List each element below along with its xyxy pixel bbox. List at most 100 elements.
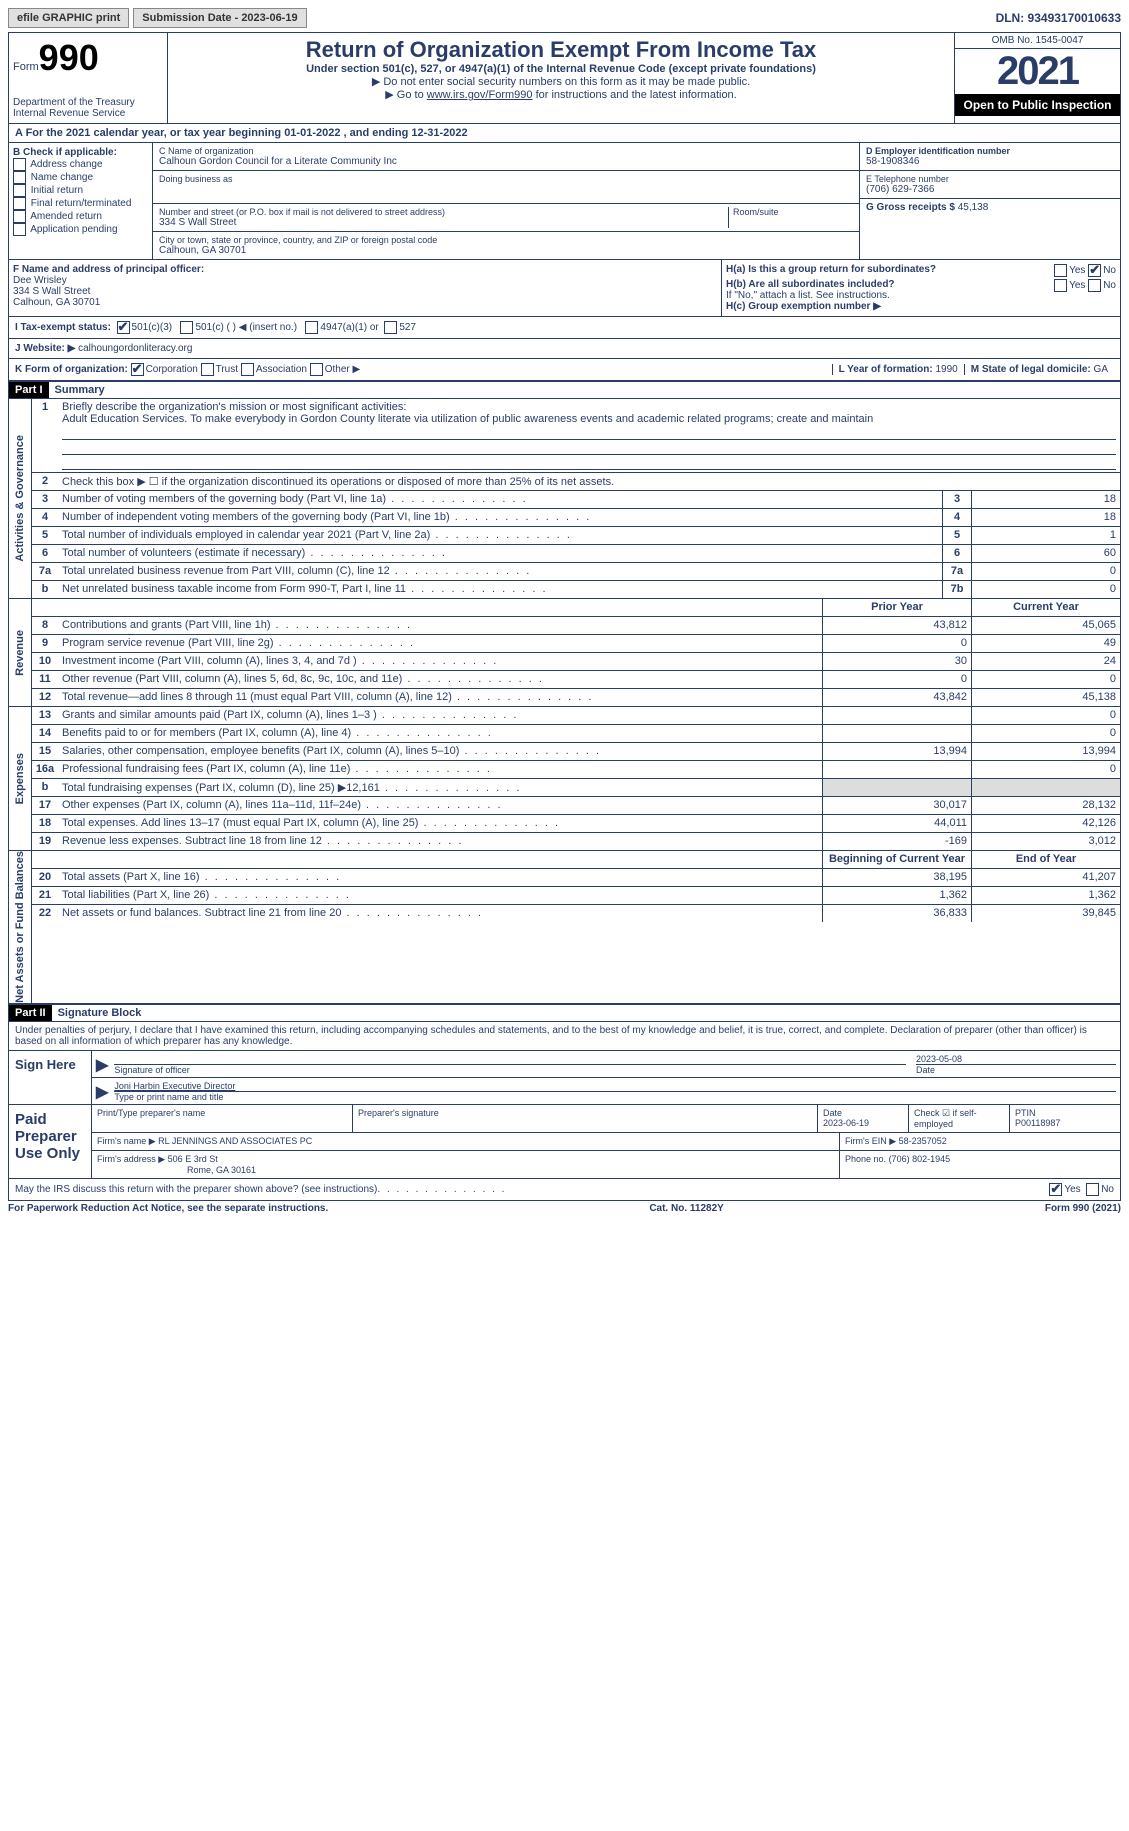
tax-year: 2021 bbox=[955, 49, 1120, 94]
checkbox-initial-return[interactable] bbox=[13, 184, 26, 197]
room-label: Room/suite bbox=[733, 207, 853, 217]
table-row: 20Total assets (Part X, line 16)38,19541… bbox=[32, 868, 1120, 886]
gross-label: G Gross receipts $ bbox=[866, 202, 955, 213]
cb-trust[interactable] bbox=[201, 363, 214, 376]
part2-title: Signature Block bbox=[52, 1005, 148, 1021]
subtitle-1: Under section 501(c), 527, or 4947(a)(1)… bbox=[172, 63, 950, 75]
hb-no[interactable] bbox=[1088, 279, 1101, 292]
cb-527[interactable] bbox=[384, 321, 397, 334]
section-a: A For the 2021 calendar year, or tax yea… bbox=[9, 124, 1120, 142]
sig-officer-label: Signature of officer bbox=[114, 1065, 189, 1075]
submission-date-button[interactable]: Submission Date - 2023-06-19 bbox=[133, 8, 306, 28]
firm-name: RL JENNINGS AND ASSOCIATES PC bbox=[158, 1136, 312, 1146]
hc-label: H(c) Group exemption number ▶ bbox=[726, 301, 881, 312]
cb-corp[interactable] bbox=[131, 363, 144, 376]
street-label: Number and street (or P.O. box if mail i… bbox=[159, 207, 728, 217]
irs-link[interactable]: www.irs.gov/Form990 bbox=[427, 89, 533, 101]
checkbox-amended[interactable] bbox=[13, 210, 26, 223]
part1-header: Part I bbox=[9, 382, 49, 398]
ha-no[interactable] bbox=[1088, 264, 1101, 277]
ha-yes[interactable] bbox=[1054, 264, 1067, 277]
cb-other[interactable] bbox=[310, 363, 323, 376]
table-row: 8Contributions and grants (Part VIII, li… bbox=[32, 616, 1120, 634]
city-label: City or town, state or province, country… bbox=[159, 235, 853, 245]
vlabel-governance: Activities & Governance bbox=[14, 435, 26, 562]
prep-date: 2023-06-19 bbox=[823, 1118, 869, 1128]
ein-value: 58-1908346 bbox=[866, 156, 1114, 167]
line1-label: Briefly describe the organization's miss… bbox=[62, 401, 406, 413]
ptin: P00118987 bbox=[1015, 1118, 1060, 1128]
street-value: 334 S Wall Street bbox=[159, 217, 728, 228]
table-row: 10Investment income (Part VIII, column (… bbox=[32, 652, 1120, 670]
table-row: 5Total number of individuals employed in… bbox=[32, 526, 1120, 544]
efile-print-button[interactable]: efile GRAPHIC print bbox=[8, 8, 129, 28]
checkbox-final-return[interactable] bbox=[13, 197, 26, 210]
table-row: 4Number of independent voting members of… bbox=[32, 508, 1120, 526]
part2-header: Part II bbox=[9, 1005, 52, 1021]
hb-label: H(b) Are all subordinates included? bbox=[726, 279, 895, 290]
line2: Check this box ▶ ☐ if the organization d… bbox=[58, 473, 1120, 490]
table-row: 18Total expenses. Add lines 13–17 (must … bbox=[32, 814, 1120, 832]
table-row: 12Total revenue—add lines 8 through 11 (… bbox=[32, 688, 1120, 706]
paid-preparer: Paid Preparer Use Only bbox=[9, 1105, 92, 1178]
firm-addr: 506 E 3rd St bbox=[168, 1154, 218, 1164]
footer-left: For Paperwork Reduction Act Notice, see … bbox=[8, 1203, 328, 1214]
org-name-label: C Name of organization bbox=[159, 146, 853, 156]
table-row: 6Total number of volunteers (estimate if… bbox=[32, 544, 1120, 562]
col-end: End of Year bbox=[971, 851, 1120, 868]
cb-4947[interactable] bbox=[305, 321, 318, 334]
table-row: bNet unrelated business taxable income f… bbox=[32, 580, 1120, 598]
form-title: Return of Organization Exempt From Incom… bbox=[172, 37, 950, 63]
ein-label: D Employer identification number bbox=[866, 146, 1114, 156]
line1-text: Adult Education Services. To make everyb… bbox=[62, 413, 873, 425]
typed-name[interactable]: Joni Harbin Executive Director bbox=[114, 1081, 235, 1091]
col-current: Current Year bbox=[971, 599, 1120, 616]
section-k-label: K Form of organization: bbox=[15, 364, 128, 375]
section-f: F Name and address of principal officer:… bbox=[9, 260, 722, 316]
table-row: 15Salaries, other compensation, employee… bbox=[32, 742, 1120, 760]
firm-phone: (706) 802-1945 bbox=[889, 1154, 951, 1164]
cb-501c3[interactable] bbox=[117, 321, 130, 334]
arrow-icon: ▶ bbox=[96, 1055, 108, 1075]
table-row: bTotal fundraising expenses (Part IX, co… bbox=[32, 778, 1120, 796]
table-row: 9Program service revenue (Part VIII, lin… bbox=[32, 634, 1120, 652]
sig-date: 2023-05-08 bbox=[916, 1054, 1116, 1065]
table-row: 11Other revenue (Part VIII, column (A), … bbox=[32, 670, 1120, 688]
omb-number: OMB No. 1545-0047 bbox=[955, 33, 1120, 49]
checkbox-name-change[interactable] bbox=[13, 171, 26, 184]
year-formation: 1990 bbox=[935, 364, 957, 375]
table-row: 21Total liabilities (Part X, line 26)1,3… bbox=[32, 886, 1120, 904]
cb-501c[interactable] bbox=[180, 321, 193, 334]
table-row: 13Grants and similar amounts paid (Part … bbox=[32, 707, 1120, 724]
prep-check: Check ☑ if self-employed bbox=[909, 1105, 1010, 1132]
vlabel-revenue: Revenue bbox=[14, 630, 26, 676]
discuss-no[interactable] bbox=[1086, 1183, 1099, 1196]
cb-assoc[interactable] bbox=[241, 363, 254, 376]
open-inspection: Open to Public Inspection bbox=[955, 94, 1120, 116]
table-row: 22Net assets or fund balances. Subtract … bbox=[32, 904, 1120, 922]
col-begin: Beginning of Current Year bbox=[822, 851, 971, 868]
checkbox-pending[interactable] bbox=[13, 223, 26, 236]
firm-ein: 58-2357052 bbox=[899, 1136, 947, 1146]
subtitle-2: ▶ Do not enter social security numbers o… bbox=[172, 75, 950, 88]
hb-yes[interactable] bbox=[1054, 279, 1067, 292]
footer-right: Form 990 (2021) bbox=[1045, 1203, 1121, 1214]
dept-label: Department of the Treasury Internal Reve… bbox=[13, 97, 163, 119]
table-row: 14Benefits paid to or for members (Part … bbox=[32, 724, 1120, 742]
top-toolbar: efile GRAPHIC print Submission Date - 20… bbox=[8, 8, 1121, 28]
arrow-icon: ▶ bbox=[96, 1082, 108, 1102]
checkbox-address-change[interactable] bbox=[13, 158, 26, 171]
dba-label: Doing business as bbox=[159, 174, 853, 184]
part1-title: Summary bbox=[49, 382, 111, 398]
section-b: B Check if applicable: Address change Na… bbox=[9, 143, 153, 259]
state-domicile: GA bbox=[1094, 364, 1108, 375]
vlabel-net: Net Assets or Fund Balances bbox=[14, 851, 26, 1003]
website-value: calhoungordonliteracy.org bbox=[78, 343, 192, 354]
prep-sig-label: Preparer's signature bbox=[353, 1105, 818, 1132]
tel-label: E Telephone number bbox=[866, 174, 1114, 184]
gross-value: 45,138 bbox=[958, 202, 989, 213]
sign-here: Sign Here bbox=[9, 1051, 92, 1104]
discuss-yes[interactable] bbox=[1049, 1183, 1062, 1196]
table-row: 17Other expenses (Part IX, column (A), l… bbox=[32, 796, 1120, 814]
tel-value: (706) 629-7366 bbox=[866, 184, 1114, 195]
